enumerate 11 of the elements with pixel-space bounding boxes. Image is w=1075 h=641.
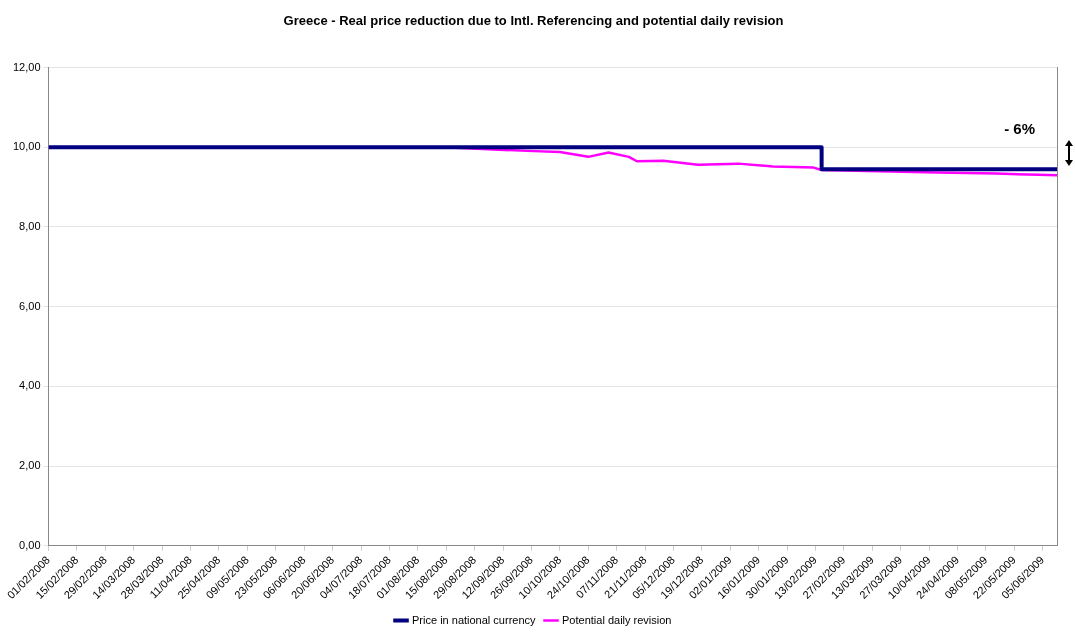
y-tick-label: 0,00 bbox=[19, 538, 41, 551]
annotation: - 6% bbox=[1004, 119, 1035, 137]
legend-label: Potential daily revision bbox=[562, 613, 672, 626]
chart-title: Greece - Real price reduction due to Intl. Referencing and potential daily revision bbox=[283, 13, 784, 29]
legend-label: Price in national currency bbox=[412, 613, 537, 626]
y-tick-label: 6,00 bbox=[19, 299, 41, 312]
y-tick-label: 2,00 bbox=[19, 459, 41, 472]
y-tick-label: 12,00 bbox=[13, 60, 41, 73]
y-tick-label: 4,00 bbox=[19, 379, 41, 392]
y-tick-label: 10,00 bbox=[13, 140, 41, 153]
y-tick-label: 8,00 bbox=[19, 220, 41, 233]
